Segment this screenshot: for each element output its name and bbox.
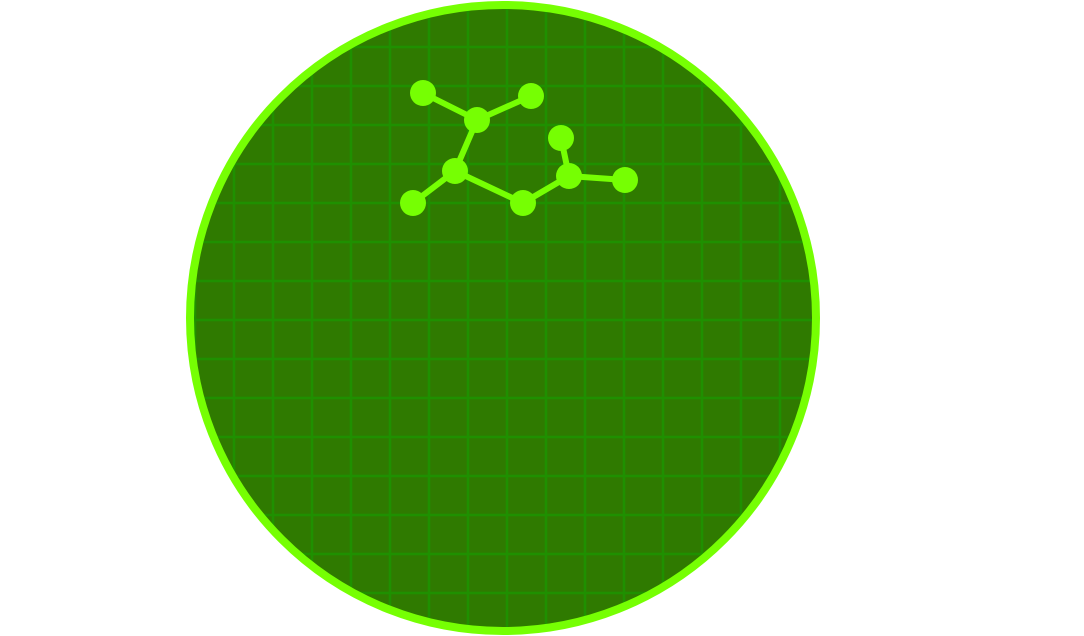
molecule-atom [410,80,436,106]
molecule-atom [556,163,582,189]
dish-background [193,8,813,628]
molecule-atom [400,190,426,216]
molecule-atoms [400,80,638,216]
molecule-atom [548,125,574,151]
molecule-atom [518,83,544,109]
molecule-icon [400,80,638,216]
dish-rim [186,1,820,635]
molecule-atom [442,158,468,184]
dish-grid [193,8,813,628]
molecule-atom [510,190,536,216]
molecule-atom [612,167,638,193]
molecule-atom [464,107,490,133]
